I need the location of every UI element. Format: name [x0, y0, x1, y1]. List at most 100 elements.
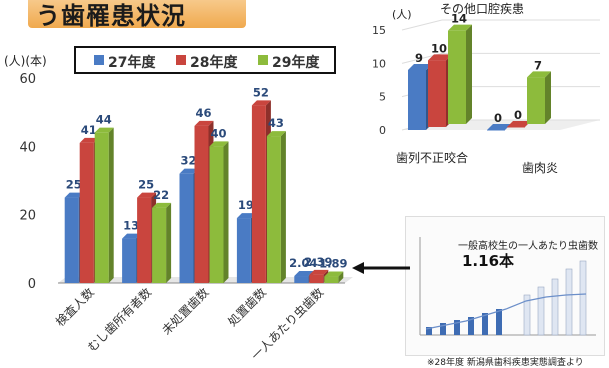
legend-swatch-29: [258, 55, 268, 65]
bar-0-2-side: [108, 127, 114, 284]
legend-swatch-27: [94, 55, 104, 65]
side-bar-1-1: [507, 127, 525, 128]
side-bar-0-2: [448, 30, 466, 125]
side-bar-1-0-top: [487, 124, 511, 130]
side-y-tick-label: 0: [379, 124, 386, 137]
bar-4-1: [309, 274, 324, 283]
side-chart-title: その他口腔疾患: [440, 2, 525, 16]
data-label-4-2: 1.89: [319, 257, 347, 271]
legend-swatch-28: [176, 55, 186, 65]
bar-1-1: [137, 197, 152, 283]
bar-1-2: [152, 207, 167, 283]
bar-2-1: [194, 125, 209, 283]
data-label-3-1: 52: [253, 85, 269, 99]
side-x-tick-label: 歯肉炎: [522, 161, 558, 175]
side-bar-0-1-top: [428, 54, 452, 61]
bar-0-2: [94, 132, 109, 283]
side-data-label-0-0: 9: [415, 51, 423, 65]
data-label-0-1: 41: [81, 123, 97, 137]
side-x-tick-label: 歯列不正咬合: [396, 150, 468, 165]
data-label-2-2: 40: [210, 126, 226, 140]
bar-2-0: [179, 173, 194, 283]
data-label-2-0: 32: [180, 154, 196, 168]
legend-label-29: 29年度: [272, 55, 320, 71]
legend-label-28: 28年度: [190, 55, 238, 71]
source-note: ※28年度 新潟県歯科疾患実態調査より: [427, 358, 584, 368]
bar-3-0: [236, 218, 251, 283]
bar-1-0-top: [122, 233, 142, 239]
bar-4-1-top: [309, 269, 329, 275]
bar-2-1-top: [194, 120, 214, 126]
bar-1-2-top: [152, 202, 172, 208]
side-y-tick-label: 10: [372, 57, 386, 70]
side-bar-1-1-top: [507, 121, 531, 127]
data-label-2-1: 46: [195, 106, 211, 120]
side-bar-1-2-top: [527, 71, 551, 78]
bar-4-0: [294, 276, 309, 283]
bar-0-2-top: [94, 127, 114, 133]
bar-3-2: [266, 136, 281, 283]
side-y-tick-label: 5: [379, 91, 386, 104]
title-banner: う歯罹患状況: [28, 0, 246, 30]
side-data-label-1-0: 0: [494, 111, 502, 125]
data-label-0-2: 44: [96, 113, 112, 127]
side-bar-0-2-side: [466, 24, 472, 125]
main-y-tick-label: 20: [19, 209, 36, 224]
side-bar-0-2-top: [448, 24, 472, 31]
bar-3-1: [251, 105, 266, 283]
inset-annotation: 一般高校生の一人あたり虫歯数: [458, 241, 598, 252]
bar-0-0-top: [64, 192, 84, 198]
main-x-tick-label: 処置歯数: [224, 285, 269, 330]
bar-2-2-top: [209, 141, 229, 147]
bar-0-0: [64, 197, 79, 283]
data-label-4-0: 2.04: [289, 256, 317, 270]
side-bar-0-0-top: [408, 64, 432, 70]
bar-2-2: [209, 146, 224, 283]
inset-survey-image: 一般高校生の一人あたり虫歯数 1.16本: [405, 216, 605, 356]
inset-mini-chart: [406, 217, 604, 355]
side-gridline: [401, 19, 443, 31]
data-label-3-2: 43: [268, 116, 284, 130]
bar-3-2-top: [266, 131, 286, 137]
bar-4-0-top: [294, 271, 314, 277]
bar-3-0-top: [236, 213, 256, 219]
side-y-unit: (人): [392, 8, 412, 21]
side-y-tick-label: 15: [372, 24, 386, 37]
main-legend: 27年度 28年度 29年度: [74, 46, 336, 74]
bar-4-2: [324, 276, 339, 283]
side-data-label-0-1: 10: [431, 41, 447, 55]
bar-0-1-top: [79, 137, 99, 143]
side-data-label-1-1: 0: [514, 108, 522, 122]
legend-label-27: 27年度: [108, 55, 156, 71]
data-label-0-0: 25: [66, 178, 82, 192]
bar-3-1-top: [251, 100, 271, 106]
data-label-1-2: 22: [153, 188, 169, 202]
bar-2-0-top: [179, 168, 199, 174]
side-bar-1-2-side: [545, 71, 551, 124]
data-label-1-0: 13: [123, 219, 139, 233]
side-bar-1-2: [527, 77, 545, 124]
bar-3-2-side: [280, 131, 286, 283]
data-label-1-1: 25: [138, 178, 154, 192]
bar-4-2-side: [338, 271, 344, 283]
side-bar-0-1: [428, 60, 446, 128]
banner-title: う歯罹患状況: [36, 2, 186, 30]
main-y-tick-label: 0: [28, 277, 36, 292]
pointer-arrow-head: [352, 262, 364, 274]
data-label-3-0: 19: [238, 198, 254, 212]
bar-0-1: [79, 142, 94, 283]
bar-2-2-side: [223, 141, 229, 283]
bar-1-0: [122, 238, 137, 283]
bar-1-1-top: [137, 192, 157, 198]
bar-1-2-side: [166, 202, 172, 283]
main-y-tick-label: 60: [19, 72, 36, 87]
side-data-label-1-2: 7: [534, 58, 542, 72]
main-x-tick-label: 検査人数: [52, 285, 97, 330]
side-data-label-0-2: 14: [451, 12, 467, 26]
inset-value: 1.16本: [462, 252, 515, 270]
side-bar-0-0: [408, 70, 426, 130]
bar-4-2-top: [324, 271, 344, 277]
main-y-tick-label: 40: [19, 140, 36, 155]
main-x-tick-label: 未処置歯数: [159, 285, 212, 338]
